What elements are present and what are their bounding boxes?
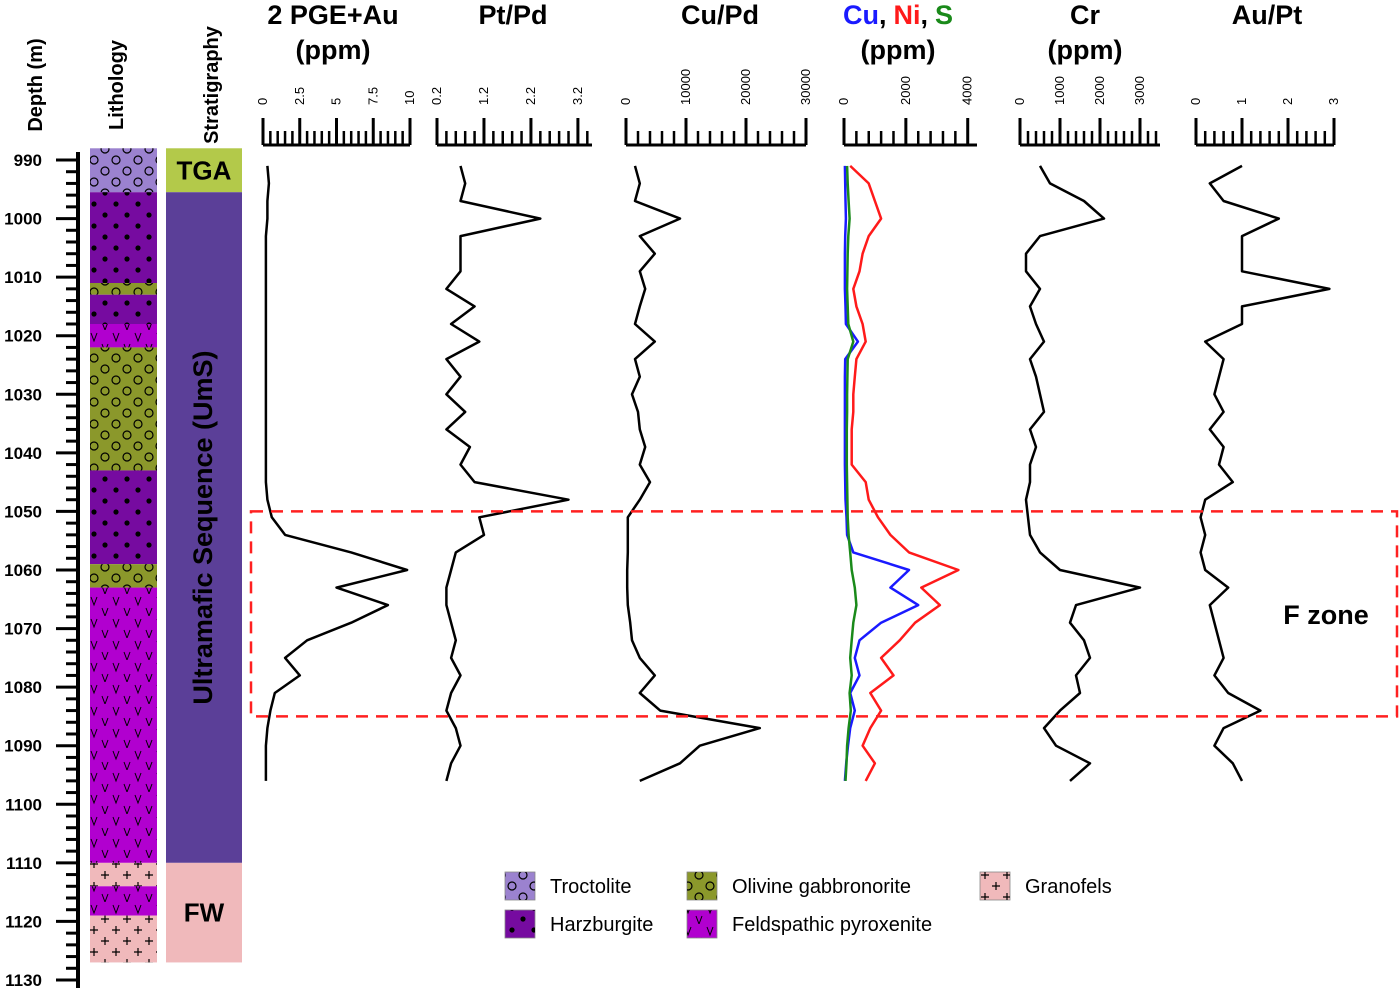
stratigraphy-label: Ultramafic Sequence (UmS) (188, 350, 218, 704)
x-tick-label: 2 (1280, 98, 1295, 105)
stratigraphy-label: TGA (177, 155, 232, 185)
x-tick-label: 10 (402, 91, 417, 105)
lithology-pattern (90, 148, 157, 193)
profile-line (844, 165, 858, 781)
legend-label: Granofels (1025, 876, 1112, 898)
title-series-name: S (935, 0, 953, 30)
chart-title: Cu, Ni, S (843, 0, 953, 30)
profile-line (264, 165, 409, 781)
title-separator: , (879, 0, 887, 30)
depth-axis-label: Depth (m) (25, 38, 47, 131)
lithology-pattern (90, 587, 157, 863)
lithology-pattern (90, 862, 157, 887)
x-tick-label: 1.2 (476, 87, 491, 105)
legend-label: Troctolite (550, 876, 632, 898)
depth-tick-label: 1080 (4, 678, 42, 697)
x-tick-label: 10000 (678, 69, 693, 105)
lithology-pattern (90, 470, 157, 565)
x-tick-label: 20000 (738, 69, 753, 105)
legend-label: Harzburgite (550, 914, 653, 936)
x-tick-label: 1000 (1052, 76, 1067, 105)
depth-tick-label: 1020 (4, 327, 42, 346)
depth-tick-label: 1100 (5, 795, 42, 814)
legend-pattern (687, 872, 717, 900)
x-tick-label: 4000 (960, 76, 975, 105)
chart-title: (ppm) (1048, 35, 1123, 65)
legend-pattern (505, 872, 535, 900)
x-tick-label: 2.2 (523, 87, 538, 105)
chart-title: (ppm) (296, 35, 371, 65)
lithology-pattern (90, 347, 157, 471)
depth-tick-label: 990 (14, 151, 42, 170)
lithology-pattern (90, 915, 157, 963)
depth-tick-label: 1010 (4, 268, 42, 287)
lithology-pattern (90, 283, 157, 295)
depth-tick-label: 1090 (4, 737, 42, 756)
legend-pattern (505, 910, 535, 938)
depth-tick-label: 1050 (4, 502, 42, 521)
depth-tick-label: 1030 (4, 385, 42, 404)
depth-tick-label: 1000 (4, 210, 42, 229)
lithology-pattern (90, 324, 157, 348)
depth-tick-label: 1120 (5, 912, 42, 931)
profile-line (1199, 164, 1331, 782)
legend-label: Feldspathic pyroxenite (732, 914, 932, 936)
title-separator: , (920, 0, 928, 30)
depth-tick-label: 1130 (5, 971, 42, 990)
profile-line (843, 165, 920, 781)
stratigraphy-interval (166, 148, 242, 193)
x-tick-label: 0 (1188, 98, 1203, 105)
x-tick-label: 3 (1326, 98, 1341, 105)
chart-title: 2 PGE+Au (267, 0, 398, 30)
x-tick-label: 2.5 (292, 87, 307, 105)
x-tick-label: 0 (618, 98, 633, 105)
chart-title: Cu/Pd (681, 0, 759, 30)
depth-tick-label: 1040 (4, 444, 42, 463)
profile-line (849, 164, 960, 782)
legend-label: Olivine gabbronorite (732, 876, 911, 898)
profile-line (625, 165, 762, 783)
x-tick-label: 0 (1012, 98, 1027, 105)
x-tick-label: 1 (1234, 98, 1249, 105)
title-series-name: Ni (893, 0, 920, 30)
depth-tick-label: 1060 (4, 561, 42, 580)
chart-title: Cr (1070, 0, 1100, 30)
lithology-pattern (90, 294, 157, 324)
x-tick-label: 3000 (1132, 76, 1147, 105)
x-tick-label: 30000 (798, 69, 813, 105)
lithology-label: Lithology (106, 39, 128, 130)
legend-pattern (687, 910, 717, 938)
title-series-name: Cu (843, 0, 879, 30)
lithology-pattern (90, 886, 157, 916)
chart-title: Au/Pt (1232, 0, 1303, 30)
depth-tick-label: 1110 (6, 854, 42, 873)
x-tick-label: 7.5 (365, 87, 380, 105)
x-tick-label: 2000 (1092, 76, 1107, 105)
stratigraphy-interval (166, 862, 242, 963)
x-tick-label: 0 (836, 98, 851, 105)
lithology-pattern (90, 192, 157, 283)
stratigraphy-label: Stratigraphy (201, 25, 223, 144)
legend-pattern (980, 872, 1010, 900)
x-tick-label: 2000 (898, 76, 913, 105)
lithology-pattern (90, 564, 157, 588)
profile-line (1024, 165, 1142, 782)
x-tick-label: 0 (255, 98, 270, 105)
x-tick-label: 0.2 (429, 87, 444, 105)
zone-label: F zone (1283, 600, 1369, 630)
profile-line (445, 165, 570, 782)
chart-title: (ppm) (861, 35, 936, 65)
stratigraphy-label: FW (184, 898, 225, 928)
x-tick-label: 5 (329, 98, 344, 105)
depth-tick-label: 1070 (4, 620, 42, 639)
x-tick-label: 3.2 (570, 87, 585, 105)
stratigraphy-interval (166, 192, 242, 863)
zone-box (249, 510, 1399, 718)
chart-title: Pt/Pd (478, 0, 547, 30)
